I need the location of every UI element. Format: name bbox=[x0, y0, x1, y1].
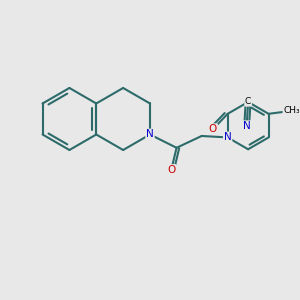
Text: C: C bbox=[245, 97, 251, 106]
Text: O: O bbox=[167, 165, 176, 175]
Text: N: N bbox=[243, 121, 250, 131]
Text: N: N bbox=[224, 132, 232, 142]
Text: O: O bbox=[209, 124, 217, 134]
Text: N: N bbox=[146, 130, 154, 140]
Text: CH₃: CH₃ bbox=[283, 106, 300, 116]
